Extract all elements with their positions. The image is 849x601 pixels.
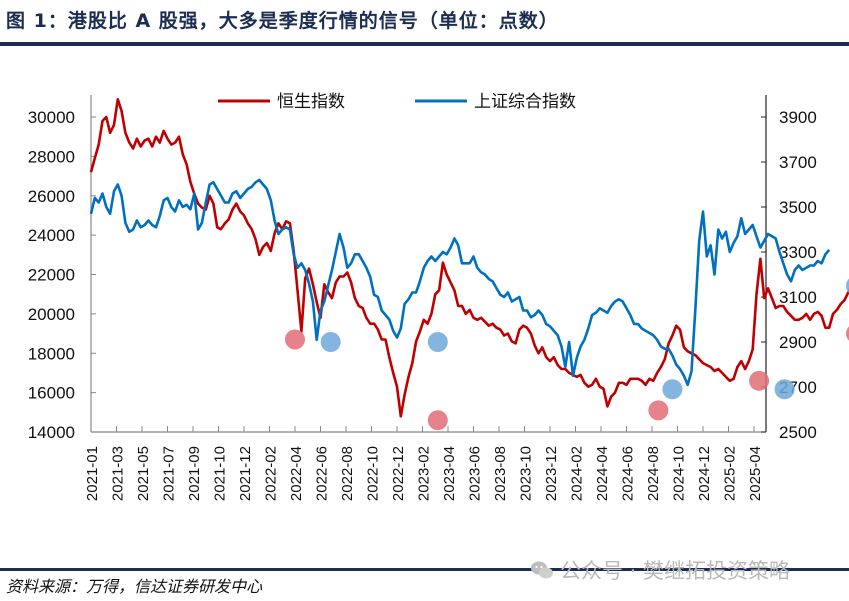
title-divider — [0, 42, 849, 46]
left-tick-label: 18000 — [28, 344, 75, 363]
sse-signal-marker — [427, 332, 448, 352]
x-tick-label: 2024-08 — [645, 446, 662, 501]
x-tick-label: 2024-12 — [696, 446, 713, 501]
left-tick-label: 28000 — [28, 147, 75, 166]
right-tick-label: 2900 — [779, 333, 817, 352]
left-tick-label: 16000 — [28, 384, 75, 403]
x-tick-label: 2021-03 — [110, 446, 127, 501]
x-tick-label: 2024-10 — [671, 446, 688, 501]
legend-label-hsi: 恒生指数 — [277, 92, 345, 112]
x-tick-label: 2022-06 — [314, 446, 331, 501]
legend: 恒生指数 上证综合指数 — [218, 92, 576, 112]
legend-label-sse: 上证综合指数 — [474, 92, 576, 112]
x-tick-label: 2024-04 — [594, 446, 611, 501]
x-tick-label: 2022-02 — [263, 446, 280, 501]
x-tick-label: 2022-08 — [339, 446, 356, 501]
right-tick-label: 2500 — [779, 423, 817, 442]
x-tick-label: 2021-10 — [212, 446, 229, 501]
x-tick-label: 2024-06 — [620, 446, 637, 501]
watermark: 公众号 · 樊继拓投资策略 — [530, 555, 790, 585]
x-tick-label: 2021-05 — [135, 446, 152, 501]
axes: 14000 16000 18000 20000 22000 24000 26000 28000… — [28, 95, 817, 501]
sse-signal-marker — [846, 278, 849, 293]
x-tick-label: 2024-02 — [569, 446, 586, 501]
dual-axis-line-chart: 14000 16000 18000 20000 22000 24000 26000 28000… — [28, 92, 849, 501]
right-tick-label: 3100 — [779, 288, 817, 307]
left-tick-label: 30000 — [28, 108, 75, 127]
sse-signal-marker — [320, 332, 341, 352]
figure-title: 图 1：港股比 A 股强，大多是季度行情的信号（单位：点数） — [6, 10, 559, 32]
x-tick-label: 2023-12 — [543, 446, 560, 501]
hsi-series-line — [89, 98, 849, 418]
series-lines — [89, 98, 849, 418]
right-tick-label: 3900 — [779, 108, 817, 127]
signal-markers — [285, 278, 849, 431]
x-tick-label: 2023-04 — [441, 446, 458, 501]
hsi-signal-marker — [427, 410, 448, 431]
x-tick-label: 2021-07 — [161, 446, 178, 501]
x-tick-label: 2022-04 — [288, 446, 305, 501]
left-tick-label: 14000 — [28, 423, 75, 442]
watermark-text: 公众号 · 樊继拓投资策略 — [560, 559, 791, 583]
left-tick-label: 22000 — [28, 266, 75, 285]
x-tick-label: 2022-10 — [365, 446, 382, 501]
hsi-signal-marker — [285, 329, 305, 350]
hsi-signal-marker — [648, 400, 669, 421]
x-tick-label: 2021-01 — [84, 446, 101, 501]
right-tick-label: 3300 — [779, 243, 817, 262]
x-tick-label: 2025-04 — [747, 446, 764, 501]
footer-divider — [0, 568, 849, 571]
sse-series-line — [89, 178, 831, 387]
x-tick-label: 2022-12 — [390, 446, 407, 501]
x-tick-label: 2023-02 — [416, 446, 433, 501]
x-tick-label: 2025-02 — [722, 446, 739, 501]
sse-signal-marker — [662, 379, 683, 400]
right-tick-label: 3700 — [779, 153, 817, 172]
left-tick-label: 20000 — [28, 305, 75, 324]
right-tick-label: 3500 — [779, 198, 817, 217]
hsi-signal-marker — [846, 326, 849, 341]
hsi-signal-marker — [749, 370, 770, 391]
wechat-icon — [531, 561, 553, 579]
x-tick-label: 2023-10 — [518, 446, 535, 501]
sse-signal-marker — [774, 379, 795, 400]
x-tick-label: 2023-08 — [492, 446, 509, 501]
x-tick-label: 2023-06 — [467, 446, 484, 501]
source-note: 资料来源：万得，信达证券研发中心 — [6, 577, 263, 596]
left-tick-label: 26000 — [28, 187, 75, 206]
x-tick-label: 2021-12 — [237, 446, 254, 501]
left-tick-label: 24000 — [28, 226, 75, 245]
x-tick-label: 2021-09 — [186, 446, 203, 501]
